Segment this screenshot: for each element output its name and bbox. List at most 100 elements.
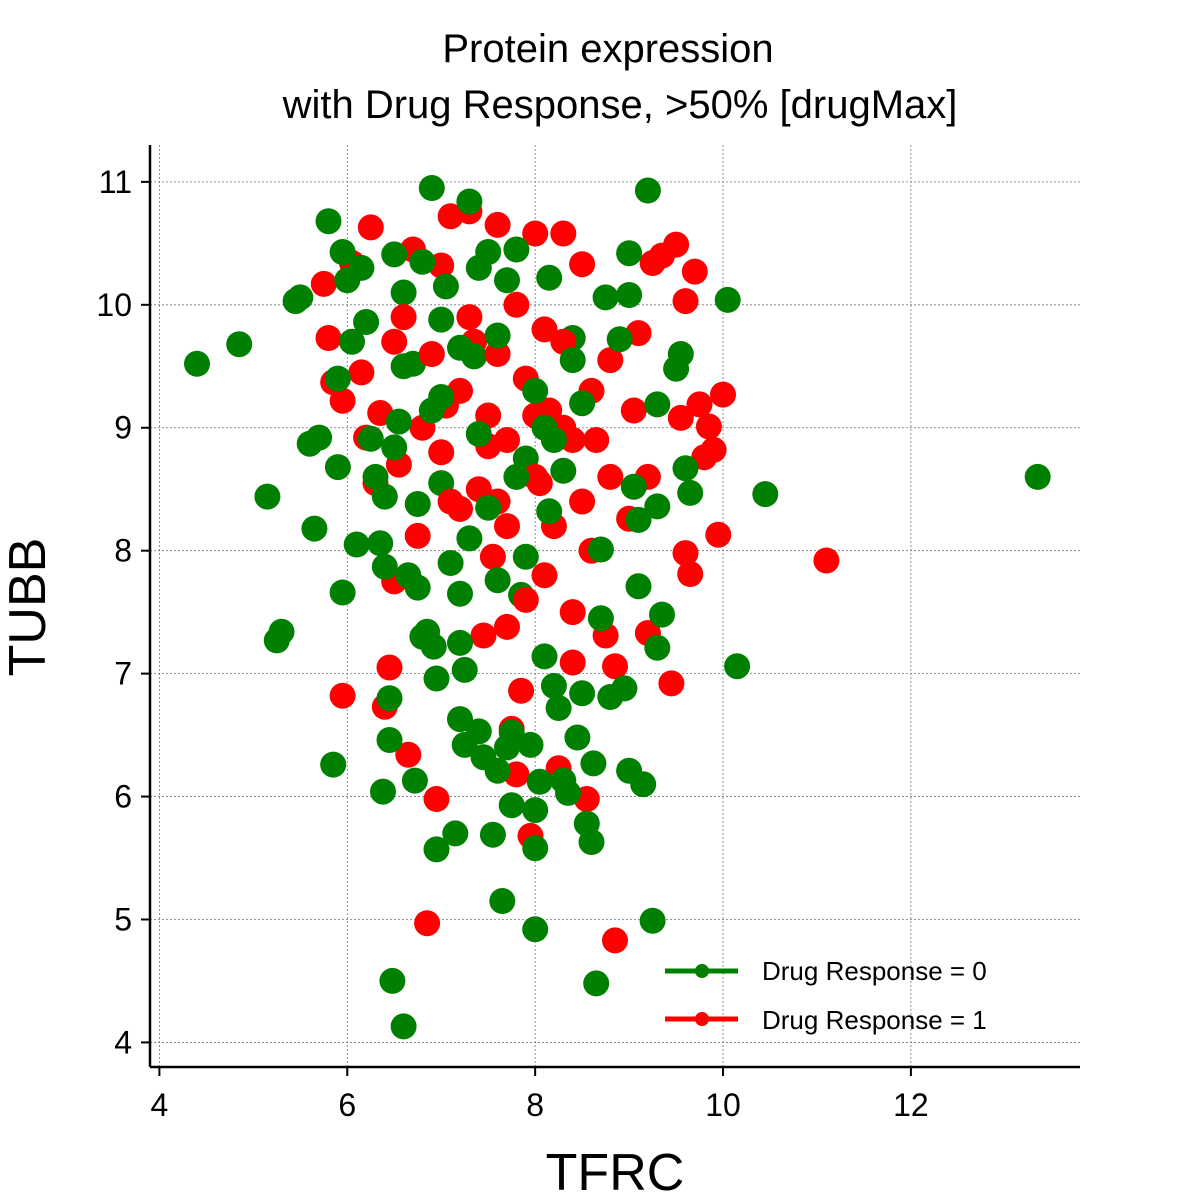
chart-title-line-2: with Drug Response, >50% [drugMax]	[282, 83, 958, 127]
scatter-point-series-1	[597, 347, 624, 374]
scatter-point-series-0	[465, 718, 492, 745]
scatter-point-series-0	[329, 239, 356, 265]
scatter-point-series-1	[479, 543, 506, 570]
scatter-point-series-0	[616, 282, 643, 308]
scatter-point-series-0	[306, 424, 333, 451]
scatter-point-series-0	[343, 531, 370, 558]
scatter-point-series-1	[672, 540, 699, 567]
scatter-point-series-0	[447, 706, 473, 733]
scatter-point-series-0	[611, 675, 638, 702]
scatter-point-series-1	[381, 328, 408, 355]
scatter-point-series-1	[437, 488, 464, 515]
scatter-point-series-1	[710, 381, 736, 408]
scatter-point-series-0	[517, 731, 544, 758]
scatter-point-series-0	[522, 835, 549, 862]
scatter-point-series-1	[602, 927, 628, 954]
scatter-point-series-0	[370, 778, 396, 805]
scatter-point-series-0	[583, 970, 610, 997]
scatter-point-series-0	[432, 273, 459, 300]
data-points	[184, 175, 1051, 1040]
scatter-point-series-0	[381, 241, 408, 268]
y-tick-label: 4	[114, 1024, 132, 1060]
scatter-point-series-0	[569, 680, 596, 707]
scatter-point-series-0	[564, 724, 591, 751]
scatter-point-series-0	[353, 309, 380, 335]
scatter-point-series-1	[315, 325, 342, 351]
scatter-point-series-0	[390, 353, 417, 380]
scatter-point-series-0	[503, 463, 530, 490]
legend-label-1: Drug Response = 1	[762, 1005, 987, 1035]
scatter-point-series-0	[545, 695, 572, 721]
scatter-point-series-1	[658, 670, 685, 697]
scatter-point-series-1	[531, 562, 558, 589]
scatter-point-series-0	[385, 408, 412, 435]
scatter-point-series-0	[536, 264, 563, 291]
scatter-point-series-1	[470, 622, 497, 649]
scatter-point-series-0	[667, 341, 694, 367]
y-tick-label: 6	[114, 779, 132, 815]
scatter-point-series-0	[616, 240, 643, 267]
scatter-point-series-0	[404, 574, 431, 601]
scatter-point-series-0	[580, 750, 607, 777]
y-tick-label: 9	[114, 410, 132, 446]
scatter-point-series-0	[420, 633, 447, 660]
scatter-point-series-0	[498, 719, 525, 746]
y-tick-label: 5	[114, 901, 132, 937]
legend-marker-1	[695, 1012, 709, 1026]
scatter-point-series-0	[526, 768, 553, 795]
scatter-point-series-0	[639, 907, 666, 934]
scatter-point-series-0	[644, 493, 671, 520]
scatter-point-series-0	[522, 916, 549, 943]
scatter-point-series-0	[301, 515, 328, 542]
scatter-point-series-1	[395, 741, 422, 768]
scatter-point-series-0	[578, 829, 605, 855]
scatter-point-series-1	[404, 522, 431, 549]
scatter-point-series-1	[348, 359, 375, 386]
scatter-point-series-0	[437, 550, 464, 576]
scatter-point-series-1	[503, 291, 530, 318]
scatter-point-series-1	[310, 270, 337, 297]
scatter-point-series-1	[329, 387, 356, 414]
scatter-point-series-0	[484, 567, 511, 594]
scatter-point-series-1	[494, 427, 520, 453]
scatter-point-series-0	[447, 580, 473, 607]
scatter-point-series-1	[484, 341, 511, 367]
scatter-point-series-0	[428, 306, 455, 333]
scatter-point-series-0	[592, 284, 619, 311]
scatter-point-series-0	[324, 454, 351, 481]
scatter-point-series-1	[559, 427, 586, 453]
scatter-point-series-1	[686, 391, 713, 418]
scatter-point-series-0	[522, 797, 549, 824]
scatter-point-series-1	[428, 439, 455, 466]
x-tick-label: 10	[705, 1087, 741, 1123]
scatter-point-series-0	[630, 771, 657, 798]
scatter-point-series-0	[456, 188, 483, 215]
scatter-point-series-0	[550, 457, 577, 484]
scatter-point-series-1	[602, 653, 628, 680]
scatter-point-series-1	[681, 258, 708, 285]
scatter-point-series-0	[465, 420, 492, 447]
scatter-point-series-1	[390, 304, 417, 331]
x-ticks: 4 6 8 10 12	[150, 1067, 929, 1123]
scatter-point-series-0	[1024, 463, 1051, 490]
scatter-point-series-1	[672, 288, 699, 315]
scatter-point-series-0	[451, 656, 478, 683]
scatter-point-series-0	[371, 553, 398, 580]
scatter-point-series-0	[479, 821, 506, 848]
scatter-point-series-0	[540, 672, 567, 699]
scatter-point-series-0	[536, 498, 563, 525]
scatter-point-series-0	[428, 384, 455, 410]
scatter-point-series-1	[813, 547, 840, 574]
scatter-point-series-0	[672, 455, 699, 482]
legend-marker-0	[695, 964, 709, 978]
scatter-point-series-0	[348, 254, 375, 281]
scatter-point-series-0	[409, 248, 436, 275]
scatter-point-series-0	[559, 347, 586, 374]
scatter-point-series-0	[447, 629, 473, 656]
scatter-point-series-0	[625, 506, 652, 533]
scatter-point-series-0	[401, 767, 428, 794]
scatter-point-series-1	[667, 404, 694, 431]
scatter-point-series-0	[381, 434, 408, 461]
scatter-point-series-0	[465, 254, 492, 281]
scatter-point-series-0	[484, 322, 511, 349]
